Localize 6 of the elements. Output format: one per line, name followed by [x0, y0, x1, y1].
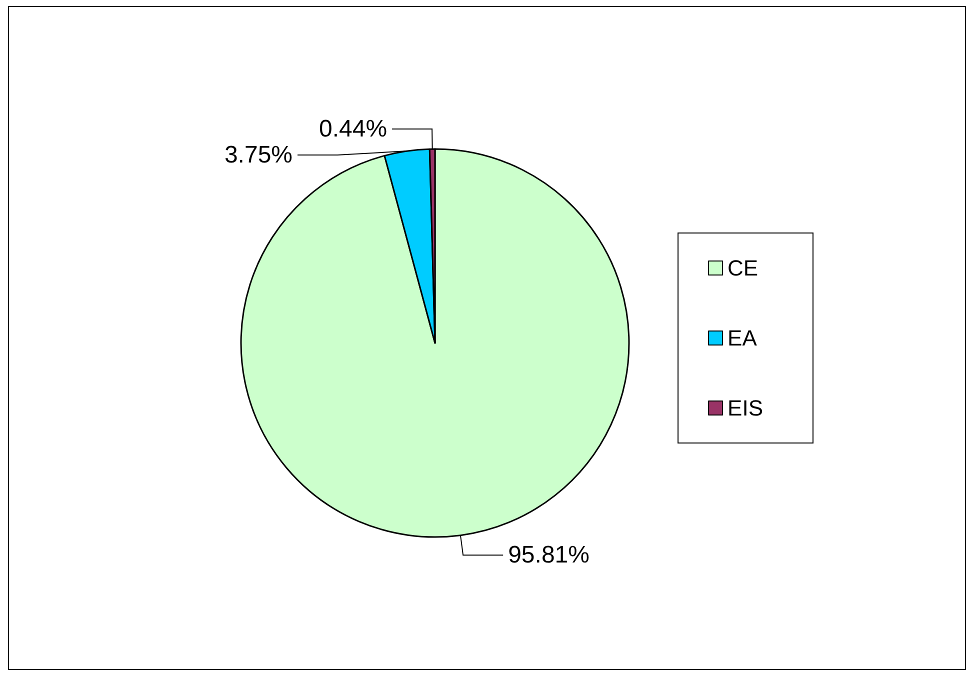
data-label: 3.75%	[224, 142, 293, 169]
legend-label: EA	[728, 326, 758, 350]
legend-label: EIS	[728, 396, 764, 420]
data-label: 0.44%	[318, 116, 388, 143]
legend-label: CE	[728, 256, 758, 280]
data-label: 95.81%	[508, 542, 590, 569]
